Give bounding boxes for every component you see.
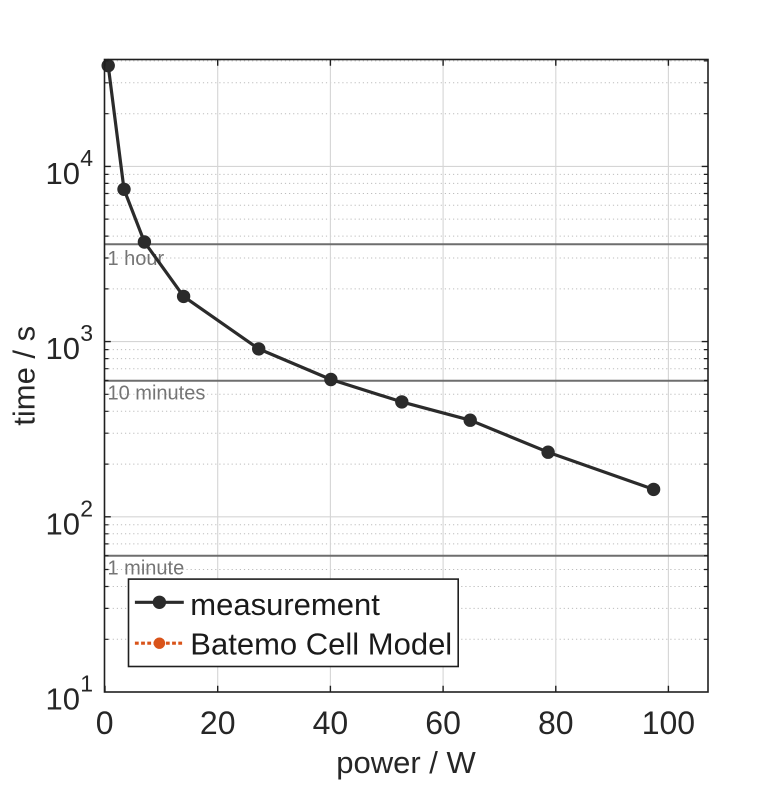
svg-text:80: 80 — [538, 705, 574, 741]
svg-text:1: 1 — [80, 671, 93, 697]
svg-text:time / s: time / s — [7, 326, 42, 426]
svg-text:10: 10 — [46, 506, 80, 541]
svg-text:10: 10 — [46, 682, 80, 717]
svg-text:0: 0 — [96, 705, 114, 741]
svg-text:20: 20 — [200, 705, 236, 741]
svg-text:40: 40 — [313, 705, 349, 741]
svg-text:power / W: power / W — [336, 745, 476, 780]
svg-text:10 minutes: 10 minutes — [108, 383, 206, 405]
svg-text:4: 4 — [80, 145, 93, 171]
svg-text:1 hour: 1 hour — [108, 248, 165, 270]
svg-text:10: 10 — [46, 156, 80, 191]
svg-text:measurement: measurement — [190, 587, 380, 622]
svg-text:100: 100 — [642, 705, 695, 741]
svg-text:60: 60 — [425, 705, 461, 741]
svg-text:2: 2 — [80, 495, 93, 521]
svg-text:10: 10 — [46, 331, 80, 366]
svg-text:3: 3 — [80, 320, 93, 346]
svg-text:Batemo Cell Model: Batemo Cell Model — [190, 626, 452, 661]
svg-text:1 minute: 1 minute — [108, 558, 185, 580]
